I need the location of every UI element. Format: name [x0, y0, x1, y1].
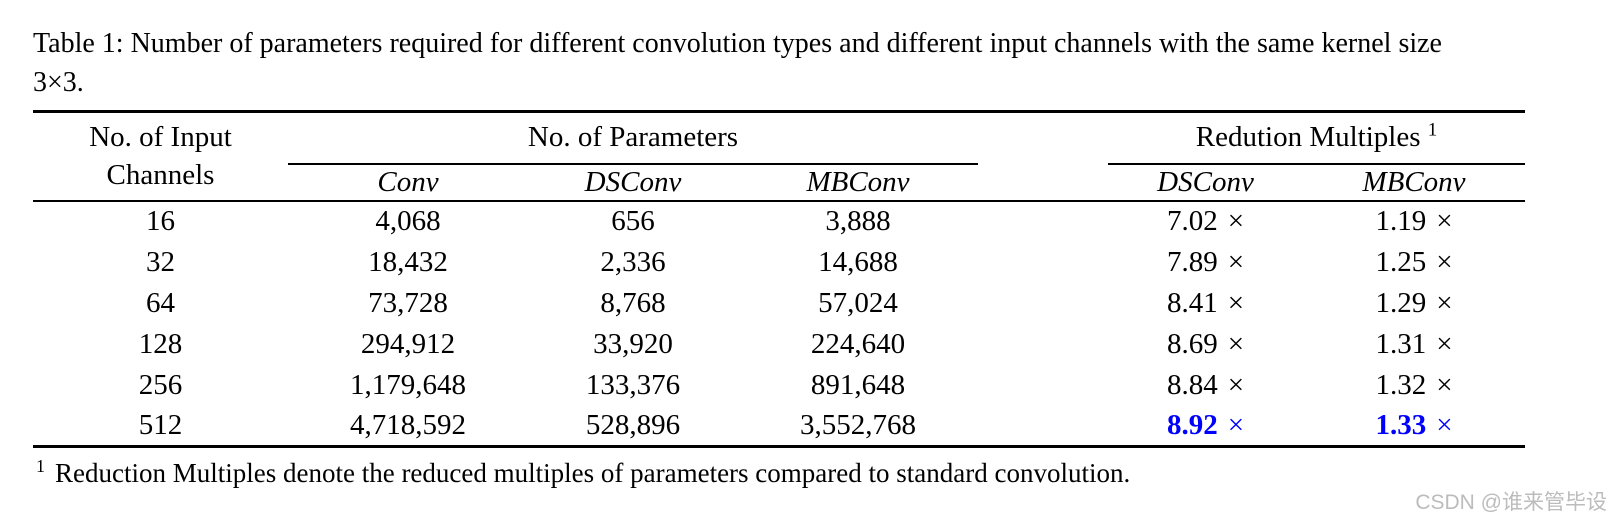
cell-channels: 32 [146, 245, 175, 278]
cell-conv: 4,718,592 [350, 408, 466, 441]
cell-reduction-dsconv: 7.89 × [1108, 242, 1303, 283]
cell-conv: 18,432 [368, 245, 448, 278]
header-group-parameters: No. of Parameters [288, 111, 978, 165]
reduction-value: 1.33 [1375, 408, 1427, 441]
table-row: 128 294,912 33,920 224,640 8.69 × 1.31 × [33, 324, 1525, 365]
header-group-reduction: Redution Multiples 1 [1108, 111, 1525, 165]
cell-spacer [978, 406, 1108, 447]
cell-spacer [978, 365, 1108, 406]
cell-mbconv: 224,640 [810, 327, 906, 360]
cell-reduction-mbconv: 1.25 × [1303, 242, 1525, 283]
parameters-table: No. of Input Channels No. of Parameters … [33, 110, 1525, 448]
cell-dsconv: 528,896 [585, 408, 681, 441]
cell-reduction-dsconv-highlighted: 8.92 × [1108, 406, 1303, 447]
cell-reduction-mbconv: 1.31 × [1303, 324, 1525, 365]
reduction-value: 1.29 [1375, 286, 1427, 319]
times-symbol: × [1436, 205, 1453, 237]
times-symbol: × [1227, 368, 1245, 401]
header-reduction-mbconv: MBConv [1303, 163, 1525, 202]
table-row: 64 73,728 8,768 57,024 8.41 × 1.29 × [33, 283, 1525, 324]
cell-spacer [978, 242, 1108, 283]
reduction-value: 1.32 [1375, 368, 1427, 401]
table-footnote: 1 Reduction Multiples denote the reduced … [36, 456, 1130, 489]
cell-channels: 512 [138, 408, 183, 441]
reduction-value: 1.31 [1375, 327, 1427, 360]
table-row: 32 18,432 2,336 14,688 7.89 × 1.25 × [33, 242, 1525, 283]
caption-line-1: Table 1: Number of parameters required f… [33, 28, 1442, 59]
cell-spacer [978, 324, 1108, 365]
header-dsconv: DSConv [528, 163, 738, 202]
reduction-value: 1.19 [1375, 205, 1427, 237]
reduction-value: 7.89 [1166, 245, 1218, 278]
times-symbol: × [1436, 245, 1453, 278]
footnote-marker-superscript: 1 [1427, 119, 1438, 141]
cell-reduction-dsconv: 8.41 × [1108, 283, 1303, 324]
column-spacer [978, 111, 1108, 202]
cell-dsconv: 656 [611, 205, 655, 237]
cell-reduction-dsconv: 8.84 × [1108, 365, 1303, 406]
cell-reduction-mbconv-highlighted: 1.33 × [1303, 406, 1525, 447]
footnote-text: Reduction Multiples denote the reduced m… [55, 458, 1131, 488]
cell-reduction-mbconv: 1.19 × [1303, 201, 1525, 242]
times-symbol: × [1227, 205, 1245, 237]
header-input-channels-line2: Channels [106, 159, 215, 192]
header-group-row: No. of Input Channels No. of Parameters … [33, 111, 1525, 202]
times-symbol: × [1227, 286, 1245, 319]
header-reduction-dsconv: DSConv [1108, 163, 1303, 202]
cell-reduction-dsconv: 8.69 × [1108, 324, 1303, 365]
header-conv: Conv [288, 163, 528, 202]
cell-channels: 128 [138, 327, 183, 360]
header-mbconv: MBConv [738, 163, 978, 202]
times-symbol: × [1436, 368, 1453, 401]
cell-mbconv: 57,024 [818, 286, 898, 319]
times-symbol: × [1227, 408, 1245, 441]
header-group-reduction-label: Redution Multiples [1195, 121, 1421, 154]
table-row: 16 4,068 656 3,888 7.02 × 1.19 × [33, 201, 1525, 242]
footnote-marker: 1 [36, 456, 45, 476]
cell-conv: 73,728 [368, 286, 448, 319]
cell-spacer [978, 201, 1108, 242]
cell-spacer [978, 283, 1108, 324]
caption-line-2: 3×3. [33, 67, 84, 98]
header-input-channels: No. of Input Channels [33, 111, 288, 202]
times-symbol: × [1227, 245, 1245, 278]
cell-dsconv: 133,376 [585, 368, 681, 401]
times-symbol: × [1227, 327, 1245, 360]
times-symbol: × [1436, 286, 1453, 319]
cell-reduction-mbconv: 1.29 × [1303, 283, 1525, 324]
reduction-value: 8.41 [1166, 286, 1218, 319]
table-row-highlighted: 512 4,718,592 528,896 3,552,768 8.92 × 1.… [33, 406, 1525, 447]
cell-conv: 1,179,648 [350, 368, 466, 401]
reduction-value: 1.25 [1375, 245, 1427, 278]
cell-conv: 294,912 [360, 327, 456, 360]
cell-mbconv: 891,648 [810, 368, 906, 401]
cell-conv: 4,068 [375, 205, 441, 237]
cell-reduction-mbconv: 1.32 × [1303, 365, 1525, 406]
cell-dsconv: 2,336 [600, 245, 666, 278]
table-row: 256 1,179,648 133,376 891,648 8.84 × 1.32… [33, 365, 1525, 406]
cell-channels: 16 [146, 205, 175, 237]
cell-channels: 64 [146, 286, 175, 319]
header-sub-row: Conv DSConv MBConv DSConv MBConv [33, 163, 1525, 202]
cell-channels: 256 [138, 368, 183, 401]
times-symbol: × [1436, 408, 1453, 441]
times-symbol: × [1436, 327, 1453, 360]
cell-mbconv: 3,888 [825, 205, 891, 237]
reduction-value: 7.02 [1166, 205, 1218, 237]
reduction-value: 8.84 [1166, 368, 1218, 401]
table-caption: Table 1: Number of parameters required f… [33, 24, 1442, 102]
csdn-watermark: CSDN @谁来管毕设 [1415, 491, 1607, 514]
reduction-value: 8.92 [1166, 408, 1218, 441]
header-input-channels-line1: No. of Input [89, 121, 232, 154]
header-group-parameters-label: No. of Parameters [527, 121, 739, 154]
cell-dsconv: 33,920 [593, 327, 673, 360]
cell-mbconv: 3,552,768 [800, 408, 916, 441]
cell-dsconv: 8,768 [600, 286, 666, 319]
cell-mbconv: 14,688 [818, 245, 898, 278]
reduction-value: 8.69 [1166, 327, 1218, 360]
cell-reduction-dsconv: 7.02 × [1108, 201, 1303, 242]
